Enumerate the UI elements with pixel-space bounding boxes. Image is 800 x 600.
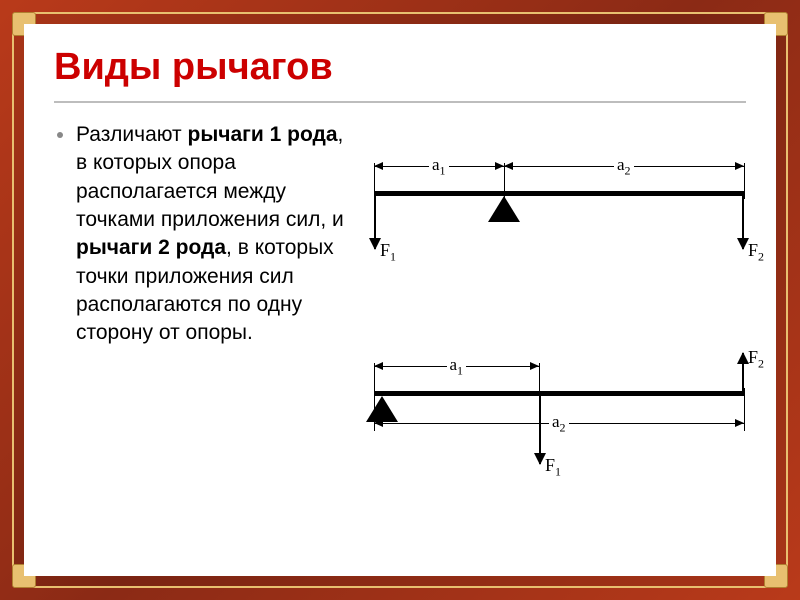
force-arrow (374, 194, 376, 249)
lever-diagram-2: a1a2F1F2 (364, 321, 746, 521)
dimension-tick (744, 388, 745, 431)
dimension-arrow (530, 362, 539, 370)
slide-body: Виды рычагов Различают рычаги 1 рода, в … (24, 24, 776, 576)
text-column: Различают рычаги 1 рода, в которых опора… (54, 121, 354, 521)
force-label: F2 (748, 347, 764, 372)
force-arrow (539, 394, 541, 464)
dimension-arrow (504, 162, 513, 170)
force-label: F2 (748, 240, 764, 265)
presentation-frame: Виды рычагов Различают рычаги 1 рода, в … (0, 0, 800, 600)
dimension-tick (744, 163, 745, 199)
fulcrum-icon (488, 196, 520, 222)
dimension-arrow (735, 419, 744, 427)
body-text: Различают рычаги 1 рода, в которых опора… (76, 121, 354, 348)
force-label: F1 (545, 455, 561, 480)
dimension-tick (504, 163, 505, 199)
body-pre: Различают (76, 123, 188, 146)
lever-beam (374, 191, 744, 196)
body-bold-1: рычаги 1 рода (188, 123, 338, 146)
dimension-label: a2 (549, 412, 569, 435)
content-row: Различают рычаги 1 рода, в которых опора… (54, 121, 746, 521)
lever-diagram-1: a1a2F1F2 (364, 121, 746, 321)
dimension-arrow (495, 162, 504, 170)
dimension-arrow (374, 419, 383, 427)
dimension-tick (374, 388, 375, 431)
force-arrow (742, 353, 744, 393)
slide-title: Виды рычагов (54, 46, 746, 89)
force-label: F1 (380, 240, 396, 265)
dimension-arrow (735, 162, 744, 170)
dimension-label: a1 (447, 355, 467, 378)
dimension-arrow (374, 162, 383, 170)
title-divider (54, 101, 746, 103)
dimension-label: a2 (614, 155, 634, 178)
body-bold-2: рычаги 2 рода (76, 236, 226, 259)
frame-border: Виды рычагов Различают рычаги 1 рода, в … (12, 12, 788, 588)
dimension-arrow (374, 362, 383, 370)
force-arrow (742, 194, 744, 249)
dimension-label: a1 (429, 155, 449, 178)
lever-beam (374, 391, 744, 396)
diagram-column: a1a2F1F2 a1a2F1F2 (364, 121, 746, 521)
